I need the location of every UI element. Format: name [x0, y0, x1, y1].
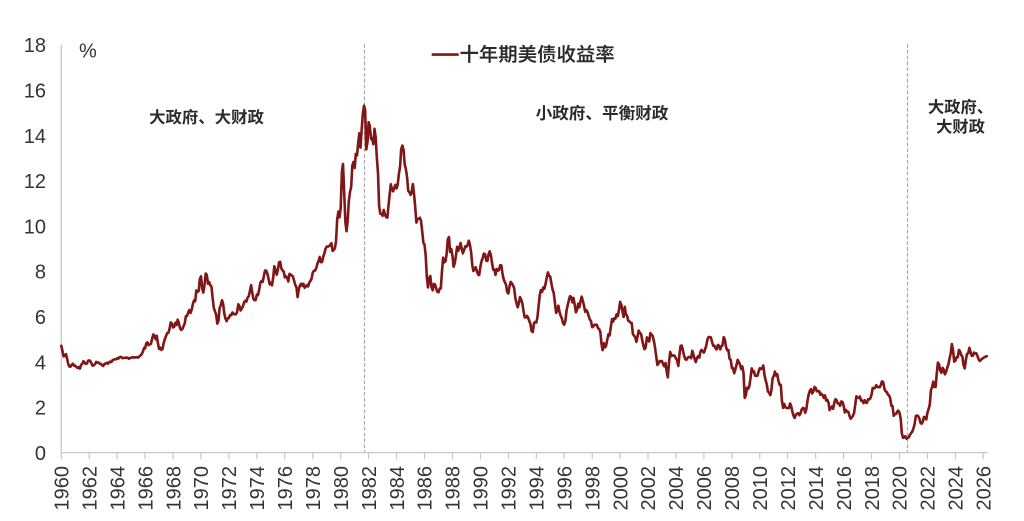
- svg-text:1982: 1982: [359, 466, 381, 511]
- svg-text:2000: 2000: [610, 466, 632, 511]
- svg-text:12: 12: [24, 171, 46, 193]
- svg-text:16: 16: [24, 81, 46, 103]
- svg-text:2026: 2026: [974, 466, 996, 511]
- svg-text:14: 14: [24, 126, 46, 148]
- svg-text:2006: 2006: [694, 466, 716, 511]
- svg-text:1998: 1998: [582, 466, 604, 511]
- svg-text:1960: 1960: [52, 466, 74, 511]
- svg-text:2002: 2002: [638, 466, 660, 511]
- svg-text:2024: 2024: [946, 466, 968, 511]
- svg-text:1974: 1974: [247, 466, 269, 511]
- svg-text:%: %: [79, 40, 97, 62]
- svg-text:2010: 2010: [750, 466, 772, 511]
- svg-text:2012: 2012: [778, 466, 800, 511]
- svg-text:2: 2: [35, 398, 46, 420]
- svg-text:1992: 1992: [499, 466, 521, 511]
- svg-text:6: 6: [35, 307, 46, 329]
- svg-text:1968: 1968: [163, 466, 185, 511]
- svg-text:1986: 1986: [415, 466, 437, 511]
- svg-text:2008: 2008: [722, 466, 744, 511]
- svg-text:1970: 1970: [191, 466, 213, 511]
- svg-text:1964: 1964: [107, 466, 129, 511]
- svg-text:8: 8: [35, 262, 46, 284]
- svg-text:2018: 2018: [862, 466, 884, 511]
- svg-text:1984: 1984: [387, 466, 409, 511]
- svg-text:1980: 1980: [331, 466, 353, 511]
- svg-text:2022: 2022: [918, 466, 940, 511]
- svg-text:18: 18: [24, 35, 46, 57]
- svg-text:0: 0: [35, 443, 46, 465]
- svg-text:1990: 1990: [471, 466, 493, 511]
- svg-text:1966: 1966: [135, 466, 157, 511]
- svg-text:4: 4: [35, 352, 46, 374]
- svg-text:2016: 2016: [834, 466, 856, 511]
- svg-text:2014: 2014: [806, 466, 828, 511]
- svg-text:10: 10: [24, 216, 46, 238]
- svg-text:1994: 1994: [527, 466, 549, 511]
- svg-text:2004: 2004: [666, 466, 688, 511]
- svg-text:1962: 1962: [79, 466, 101, 511]
- svg-text:1988: 1988: [443, 466, 465, 511]
- svg-text:1972: 1972: [219, 466, 241, 511]
- svg-text:1976: 1976: [275, 466, 297, 511]
- svg-text:1978: 1978: [303, 466, 325, 511]
- svg-text:2020: 2020: [890, 466, 912, 511]
- svg-text:1996: 1996: [554, 466, 576, 511]
